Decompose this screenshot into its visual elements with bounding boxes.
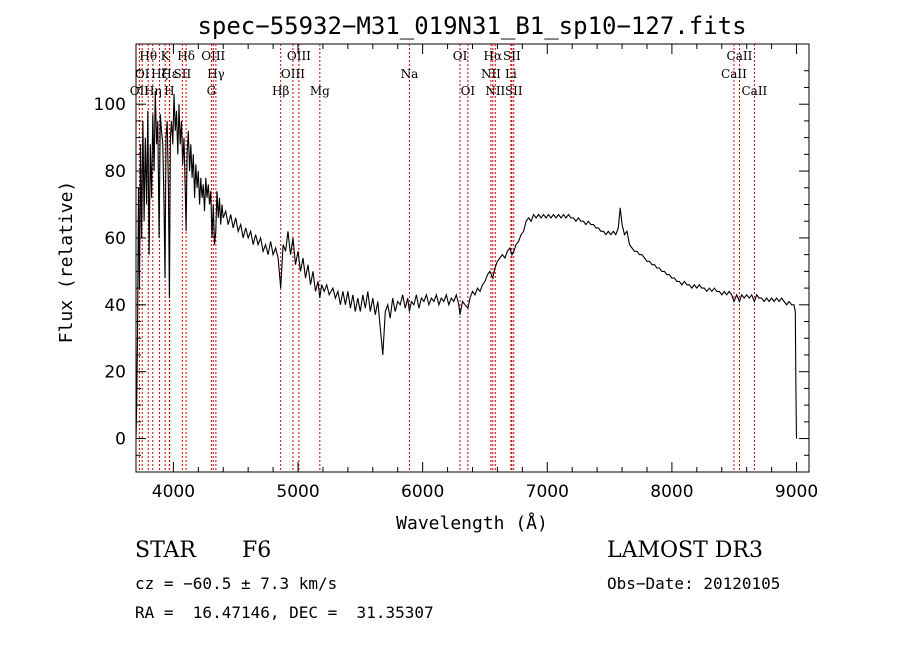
x-tick-label: 7000 — [526, 482, 569, 502]
x-tick-label: 5000 — [276, 482, 319, 502]
spectral-line-label: NII — [481, 67, 501, 81]
observation-date: Obs−Date: 20120105 — [607, 574, 781, 593]
spectral-line-label: Hζ — [151, 67, 168, 81]
spectral-line-label: H — [164, 84, 174, 98]
spectral-line-label: Hα — [484, 49, 503, 63]
object-subclass: F6 — [242, 538, 272, 563]
spectral-line-label: OI — [453, 49, 468, 63]
spectral-line-label: Hδ — [177, 49, 195, 63]
redshift-cz: cz = −60.5 ± 7.3 km/s — [135, 574, 338, 593]
x-tick-label: 8000 — [650, 482, 693, 502]
x-axis-label: Wavelength (Å) — [396, 512, 548, 534]
spectrum-series — [135, 90, 798, 439]
spectral-line-label: SII — [505, 84, 523, 98]
spectral-line-label: K — [161, 49, 171, 63]
ra-dec-coordinates: RA = 16.47146, DEC = 31.35307 — [135, 603, 434, 622]
spectral-line-label: OIII — [281, 67, 305, 81]
spectral-line-label: SII — [174, 67, 192, 81]
x-axis-ticks: 4000 5000 6000 7000 8000 9000 — [152, 44, 818, 502]
y-tick-label: 0 — [115, 430, 126, 450]
plot-frame — [135, 43, 810, 473]
spectral-line-label: Li — [505, 67, 517, 81]
y-tick-label: 40 — [104, 296, 126, 316]
y-tick-label: 80 — [104, 162, 126, 182]
y-axis-ticks: 0 20 40 60 80 100 — [94, 70, 809, 473]
y-tick-label: 20 — [104, 363, 126, 383]
spectral-line-label: CaII — [727, 49, 753, 63]
spectral-line-markers — [138, 44, 755, 472]
spectral-line-label: NII — [485, 84, 505, 98]
y-tick-label: 100 — [94, 95, 126, 115]
y-axis-label: Flux (relative) — [56, 181, 77, 344]
spectral-line-label: OI — [461, 84, 476, 98]
spectral-line-label: OI — [135, 67, 150, 81]
survey-name: LAMOST DR3 — [607, 538, 763, 563]
spectral-line-label: CaII — [741, 84, 767, 98]
spectrum-line — [135, 90, 798, 439]
spectral-line-label: Na — [401, 67, 419, 81]
spectral-line-label: OIII — [287, 49, 311, 63]
spectral-line-label: G — [207, 84, 217, 98]
spectral-line-label: Hη — [144, 84, 162, 98]
spectral-line-label: OII — [130, 84, 150, 98]
spectral-line-label: CaII — [721, 67, 747, 81]
spectral-line-label: Hβ — [272, 84, 289, 98]
chart-title: spec−55932−M31_019N31_B1_sp10−127.fits — [197, 12, 746, 40]
x-tick-label: 6000 — [401, 482, 444, 502]
spectral-line-label: Mg — [310, 84, 330, 98]
object-class: STAR — [135, 538, 196, 563]
spectral-line-label: Hγ — [207, 67, 225, 81]
spectral-line-label: OIII — [201, 49, 225, 63]
y-tick-label: 60 — [104, 229, 126, 249]
spectral-line-label: SII — [503, 49, 521, 63]
spectral-line-label: Hε — [161, 67, 178, 81]
spectral-line-label: Hθ — [139, 49, 157, 63]
x-tick-label: 4000 — [152, 482, 195, 502]
x-tick-label: 9000 — [775, 482, 818, 502]
